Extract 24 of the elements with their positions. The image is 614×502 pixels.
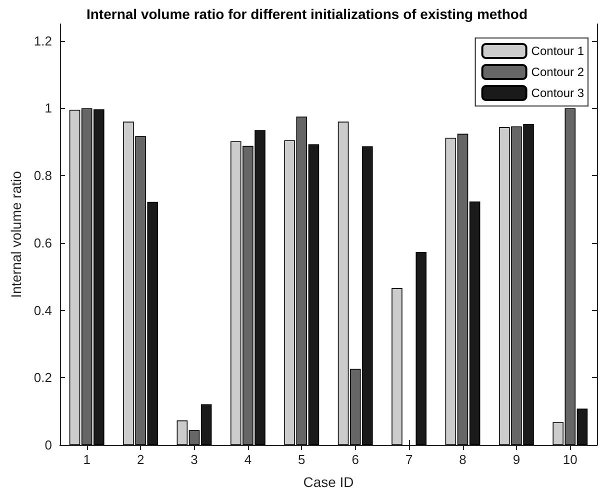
y-tick-label: 1 (44, 100, 52, 116)
y-tick-label: 0 (44, 438, 52, 452)
x-tick-label: 9 (512, 452, 520, 467)
x-tick-label: 3 (190, 452, 198, 467)
legend-label: Contour 2 (531, 65, 584, 79)
legend-label: Contour 3 (531, 86, 584, 100)
x-tick-label: 1 (83, 452, 90, 467)
y-tick-label: 1.2 (34, 33, 52, 48)
x-tick-label: 2 (136, 452, 144, 467)
legend-label: Contour 1 (531, 44, 584, 58)
x-tick-label: 6 (352, 452, 359, 467)
x-tick-label: 5 (298, 452, 306, 467)
y-tick-label: 0.2 (34, 370, 52, 386)
x-tick-label: 7 (405, 452, 413, 467)
y-tick-label: 0.4 (34, 302, 52, 318)
x-tick-label: 4 (244, 452, 252, 467)
y-axis-title: Internal volume ratio (8, 170, 24, 298)
x-axis-title: Case ID (303, 474, 354, 490)
bar (392, 288, 402, 445)
x-tick-label: 8 (459, 452, 466, 467)
y-tick-label: 0.6 (34, 235, 52, 250)
y-tick-label: 0.8 (34, 168, 52, 184)
x-tick-label: 10 (562, 452, 578, 467)
chart-title: Internal volume ratio for different initializations of existing method (86, 6, 528, 22)
